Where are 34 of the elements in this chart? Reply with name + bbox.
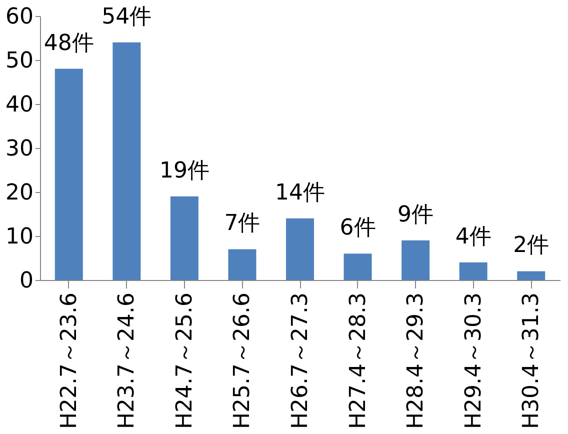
y-tick-label: 40 — [6, 92, 34, 118]
bar — [402, 240, 430, 280]
y-tick-label: 0 — [20, 268, 34, 294]
data-label: 19件 — [159, 158, 210, 184]
y-tick-label: 50 — [6, 48, 34, 74]
bar — [112, 42, 141, 280]
x-tick-label: H22.7～23.6 — [56, 292, 82, 430]
y-tick-label: 10 — [6, 224, 34, 250]
bar — [286, 218, 314, 280]
x-tick-label: H25.7～26.6 — [230, 292, 256, 430]
x-tick-label: H30.4～31.3 — [519, 292, 544, 430]
x-tick-label: H23.7～24.6 — [114, 292, 140, 430]
y-tick-label: 60 — [6, 4, 34, 30]
x-tick-label: H27.4～28.3 — [346, 292, 371, 430]
bar — [170, 196, 198, 280]
x-tick-label: H28.4～29.3 — [404, 292, 429, 430]
data-label: 9件 — [398, 202, 434, 228]
bar — [459, 262, 488, 280]
data-label: 14件 — [275, 180, 325, 206]
bar — [344, 254, 372, 280]
data-label: 4件 — [455, 224, 492, 250]
data-label: 54件 — [102, 4, 152, 30]
bar — [54, 68, 83, 280]
data-label: 2件 — [513, 233, 550, 258]
bar — [517, 271, 546, 280]
data-label: 6件 — [340, 216, 376, 241]
bar — [228, 249, 256, 280]
x-tick-label: H29.4～30.3 — [461, 292, 486, 430]
y-tick-label: 30 — [6, 136, 34, 162]
y-tick-label: 20 — [6, 180, 34, 206]
data-label: 7件 — [224, 211, 260, 236]
x-tick-label: H24.7～25.6 — [172, 292, 198, 430]
x-tick-label: H26.7～27.3 — [288, 292, 313, 430]
data-label: 48件 — [44, 30, 94, 56]
